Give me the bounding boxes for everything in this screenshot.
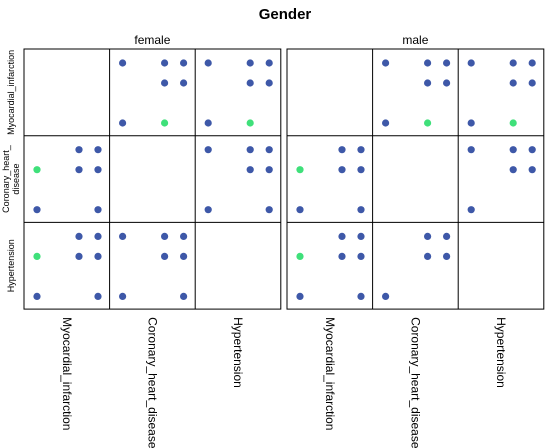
data-point [338,232,346,240]
data-point [119,59,127,67]
column-label: Hypertension [494,317,508,388]
data-point [119,232,127,240]
data-point [509,79,517,87]
data-point-highlight [424,119,432,127]
data-point [75,146,83,154]
data-point [180,252,188,260]
row-label: Coronary_heart_disease [1,144,21,213]
data-point [357,206,365,214]
data-point [94,252,102,260]
data-point [204,59,212,67]
data-point [204,119,212,127]
column-label: Hypertension [231,317,245,388]
data-point [338,252,346,260]
data-point [94,292,102,300]
data-point [246,59,254,67]
data-point-highlight [296,252,304,260]
data-point [424,252,432,260]
data-point [180,59,188,67]
facet-panel-female: female Myocardial_infarction Coronary_hear… [23,33,282,448]
data-point [424,59,432,67]
data-point [424,79,432,87]
data-point [75,166,83,174]
data-point [246,166,254,174]
data-point [75,252,83,260]
data-point [338,166,346,174]
data-point [382,292,390,300]
data-point [443,232,451,240]
data-point [204,146,212,154]
data-point [467,59,475,67]
data-point [382,59,390,67]
data-point [119,119,127,127]
column-label: Myocardial_infarction [323,317,337,430]
data-point [161,59,169,67]
data-point [467,119,475,127]
data-point [265,206,273,214]
panels-layer: female Myocardial_infarction Coronary_hear… [1,33,545,448]
data-point [265,59,273,67]
data-point [161,79,169,87]
data-point [296,292,304,300]
data-point [180,79,188,87]
data-point [338,146,346,154]
data-point [443,59,451,67]
data-point [94,206,102,214]
data-point [509,59,517,67]
data-point-highlight [509,119,517,127]
facet-title-male: male [402,33,428,47]
row-label: Hypertension [6,239,16,292]
data-point-highlight [246,119,254,127]
data-point-highlight [33,166,41,174]
facet-frame [286,48,545,310]
data-point [443,252,451,260]
data-point [382,119,390,127]
data-point [94,166,102,174]
data-point [75,232,83,240]
data-point-highlight [296,166,304,174]
data-point [204,206,212,214]
data-point [357,146,365,154]
data-point [246,146,254,154]
data-point [180,292,188,300]
data-point [467,146,475,154]
data-point [161,232,169,240]
data-point [33,206,41,214]
data-point [509,146,517,154]
data-point [528,166,536,174]
data-point [94,232,102,240]
data-point [161,252,169,260]
column-label: Myocardial_infarction [60,317,74,430]
data-point [357,292,365,300]
data-point [296,206,304,214]
data-point [265,166,273,174]
data-point [357,252,365,260]
row-label: Myocardial_infarction [6,50,16,135]
column-label: Coronary_heart_disease [408,317,422,448]
data-point [467,206,475,214]
facet-panel-male: male Myocardial_infarction Coronary_heart_… [286,33,545,448]
data-point [265,79,273,87]
data-point [246,79,254,87]
data-point [33,292,41,300]
data-point [357,166,365,174]
data-point [94,146,102,154]
data-point-highlight [33,252,41,260]
data-point-highlight [161,119,169,127]
data-point [265,146,273,154]
data-point [528,146,536,154]
data-point [443,79,451,87]
facet-frame [23,48,282,310]
data-point [357,232,365,240]
data-point [509,166,517,174]
data-point [424,232,432,240]
data-point [119,292,127,300]
column-label: Coronary_heart_disease [145,317,159,448]
data-point [528,79,536,87]
data-point [528,59,536,67]
chart-title: Gender [259,6,312,23]
data-point [180,232,188,240]
facet-title-female: female [134,33,170,47]
